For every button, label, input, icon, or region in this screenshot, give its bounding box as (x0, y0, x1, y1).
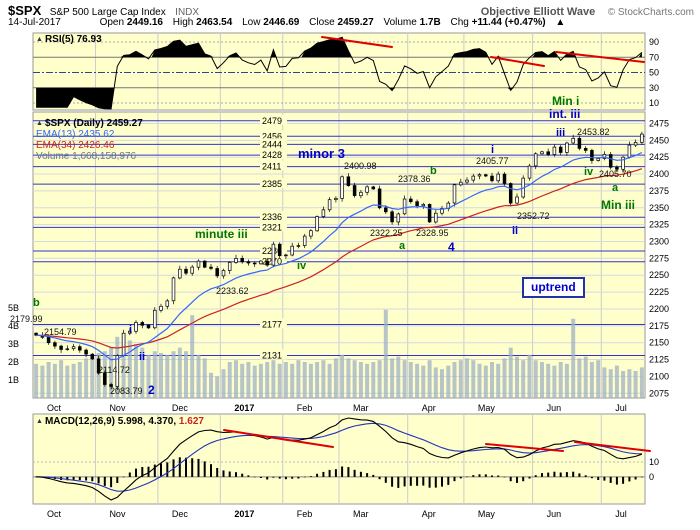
svg-text:2200: 2200 (649, 304, 669, 314)
svg-text:0: 0 (649, 472, 654, 482)
svg-text:1B: 1B (8, 375, 19, 385)
month-axis: Oct Oct Nov Nov Dec Dec 2017 2017 Feb Feb Mar Mar Ap… (47, 33, 627, 519)
svg-text:2400: 2400 (649, 169, 669, 179)
svg-text:May: May (478, 403, 496, 413)
svg-text:2385: 2385 (262, 179, 282, 189)
svg-text:2321: 2321 (262, 222, 282, 232)
svg-text:2150: 2150 (649, 338, 669, 348)
quote-change: Chg +11.44 (+0.47%) (450, 17, 546, 28)
svg-text:2450: 2450 (649, 135, 669, 145)
svg-text:2444: 2444 (262, 139, 282, 149)
candlesticks (34, 131, 644, 390)
svg-text:Mar: Mar (353, 403, 369, 413)
svg-text:2131: 2131 (262, 351, 282, 361)
svg-text:2275: 2275 (649, 253, 669, 263)
svg-text:Nov: Nov (109, 403, 126, 413)
ema34-line (36, 168, 643, 349)
svg-text:Nov: Nov (109, 509, 126, 519)
svg-text:Apr: Apr (422, 509, 436, 519)
svg-text:Apr: Apr (422, 403, 436, 413)
quote-high: High 2463.54 (172, 17, 233, 28)
svg-text:2017: 2017 (234, 509, 254, 519)
svg-text:2017: 2017 (234, 403, 254, 413)
macd-signal-line (36, 422, 642, 492)
svg-text:2456: 2456 (262, 131, 282, 141)
svg-text:2375: 2375 (649, 186, 669, 196)
svg-text:50: 50 (649, 68, 659, 78)
chart-date: 14-Jul-2017 (8, 17, 61, 28)
svg-text:2125: 2125 (649, 355, 669, 365)
svg-text:2475: 2475 (649, 118, 669, 128)
symbol: $SPX (8, 3, 42, 18)
quote-open: Open 2449.16 (99, 17, 163, 28)
quote-close: Close 2459.27 (309, 17, 374, 28)
change-up-arrow-icon: ▲ (555, 17, 566, 28)
svg-text:4B: 4B (8, 321, 19, 331)
svg-text:Oct: Oct (47, 509, 62, 519)
svg-text:2075: 2075 (649, 388, 669, 398)
symbol-name: S&P 500 Large Cap Index (49, 7, 166, 18)
svg-text:30: 30 (649, 83, 659, 93)
svg-text:90: 90 (649, 37, 659, 47)
rsi-plot: 90 70 50 30 10 (33, 36, 659, 110)
svg-text:Jul: Jul (615, 403, 627, 413)
header-right: Objective Elliott Wave © StockCharts.com (481, 2, 694, 20)
red-trendlines (223, 36, 651, 452)
svg-text:Feb: Feb (297, 509, 313, 519)
svg-text:2425: 2425 (649, 152, 669, 162)
svg-text:Dec: Dec (172, 509, 189, 519)
watermark-title: Objective Elliott Wave (480, 6, 596, 18)
svg-text:2325: 2325 (649, 220, 669, 230)
svg-text:10: 10 (649, 98, 659, 108)
stockcharts-credit: © StockCharts.com (607, 7, 694, 18)
header-left: $SPX S&P 500 Large Cap Index INDX (8, 2, 199, 20)
svg-text:70: 70 (649, 52, 659, 62)
svg-text:Mar: Mar (353, 509, 369, 519)
svg-text:2428: 2428 (262, 150, 282, 160)
svg-text:2300: 2300 (649, 237, 669, 247)
svg-text:Feb: Feb (297, 403, 313, 413)
svg-text:Oct: Oct (47, 403, 62, 413)
svg-text:5B: 5B (8, 303, 19, 313)
svg-text:2479: 2479 (262, 116, 282, 126)
quote-low: Low 2446.69 (242, 17, 300, 28)
svg-text:2175: 2175 (649, 321, 669, 331)
svg-text:2100: 2100 (649, 371, 669, 381)
svg-text:2B: 2B (8, 357, 19, 367)
svg-text:Dec: Dec (172, 403, 189, 413)
svg-text:2336: 2336 (262, 212, 282, 222)
svg-text:10: 10 (649, 457, 659, 467)
svg-text:Jun: Jun (547, 403, 562, 413)
quote-volume: Volume 1.7B (383, 17, 441, 28)
svg-text:Jul: Jul (615, 509, 627, 519)
quote-line: 14-Jul-2017 Open 2449.16 High 2463.54 Lo… (8, 17, 565, 28)
svg-text:2250: 2250 (649, 270, 669, 280)
svg-text:2225: 2225 (649, 287, 669, 297)
svg-text:2411: 2411 (262, 162, 281, 172)
macd-plot: 10 0 (33, 457, 659, 488)
ema13-line (36, 151, 643, 361)
svg-text:May: May (478, 509, 496, 519)
exchange-label: INDX (175, 7, 200, 18)
svg-text:2177: 2177 (262, 319, 282, 329)
svg-text:Jun: Jun (547, 509, 562, 519)
svg-text:2350: 2350 (649, 203, 669, 213)
svg-text:3B: 3B (8, 339, 19, 349)
